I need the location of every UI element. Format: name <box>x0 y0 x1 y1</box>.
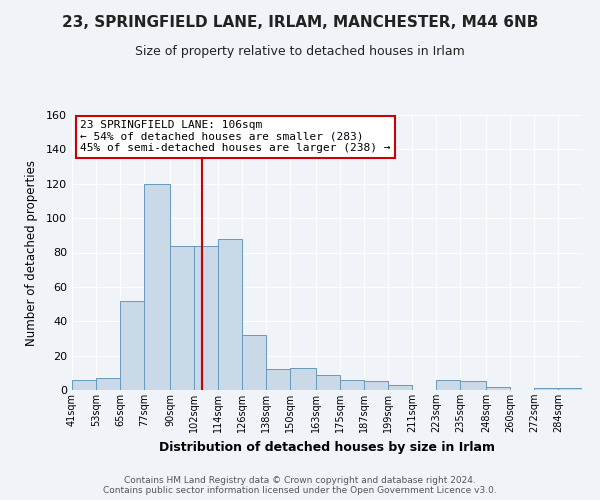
Bar <box>460 382 486 390</box>
Bar <box>316 374 340 390</box>
Bar <box>144 184 170 390</box>
Bar <box>340 380 364 390</box>
Bar <box>72 380 96 390</box>
Bar <box>120 300 144 390</box>
Bar <box>194 246 218 390</box>
X-axis label: Distribution of detached houses by size in Irlam: Distribution of detached houses by size … <box>159 440 495 454</box>
Y-axis label: Number of detached properties: Number of detached properties <box>25 160 38 346</box>
Bar <box>170 246 194 390</box>
Text: Contains HM Land Registry data © Crown copyright and database right 2024.
Contai: Contains HM Land Registry data © Crown c… <box>103 476 497 495</box>
Bar <box>266 370 290 390</box>
Text: 23, SPRINGFIELD LANE, IRLAM, MANCHESTER, M44 6NB: 23, SPRINGFIELD LANE, IRLAM, MANCHESTER,… <box>62 15 538 30</box>
Bar <box>96 378 120 390</box>
Bar <box>290 368 316 390</box>
Bar <box>534 388 558 390</box>
Bar <box>558 388 582 390</box>
Text: Size of property relative to detached houses in Irlam: Size of property relative to detached ho… <box>135 45 465 58</box>
Bar <box>218 239 242 390</box>
Bar <box>436 380 460 390</box>
Text: 23 SPRINGFIELD LANE: 106sqm
← 54% of detached houses are smaller (283)
45% of se: 23 SPRINGFIELD LANE: 106sqm ← 54% of det… <box>80 120 391 154</box>
Bar <box>364 382 388 390</box>
Bar <box>242 335 266 390</box>
Bar <box>486 386 510 390</box>
Bar <box>388 385 412 390</box>
